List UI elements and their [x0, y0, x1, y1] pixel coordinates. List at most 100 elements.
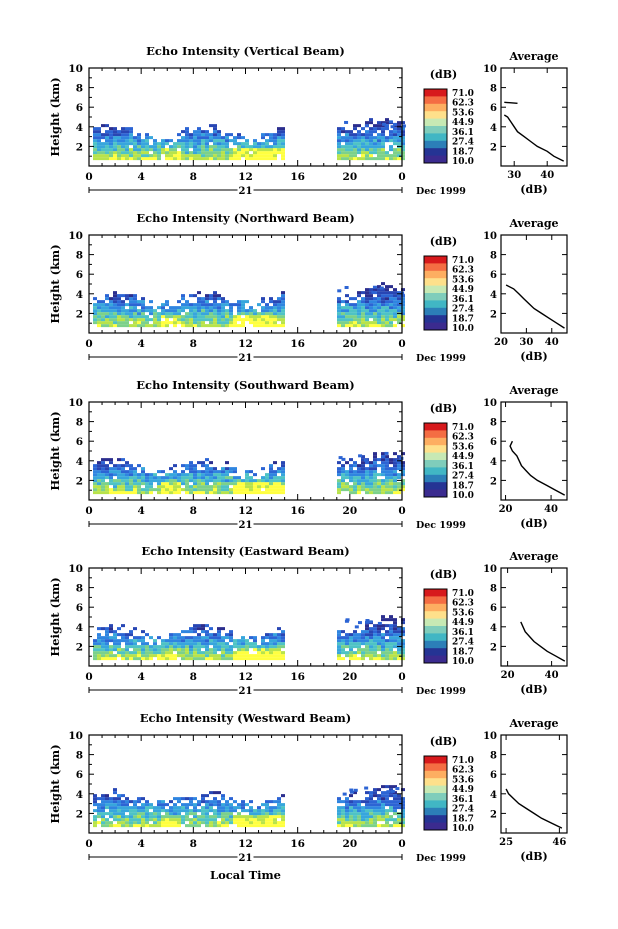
heat-cell	[137, 818, 141, 822]
heat-cell	[397, 297, 401, 301]
heat-cell	[153, 324, 157, 328]
heat-cell	[193, 818, 197, 822]
heat-cell	[245, 642, 249, 646]
heat-cell	[277, 133, 281, 137]
heat-cell	[381, 148, 385, 152]
heat-cell	[269, 133, 273, 137]
heat-cell	[381, 645, 385, 649]
colorbar-label: 36.1	[452, 628, 474, 638]
x-tick-label: 20	[343, 838, 358, 850]
heat-cell	[137, 145, 141, 149]
y-tick-label: 2	[76, 808, 83, 820]
heat-cell	[261, 645, 265, 649]
date-day: 21	[239, 520, 253, 531]
heat-cell	[397, 121, 401, 125]
heat-cell	[249, 800, 253, 804]
heat-cell	[393, 618, 397, 622]
heat-cell	[337, 821, 341, 825]
heat-cell	[109, 157, 113, 161]
heat-cell	[133, 145, 137, 149]
heat-cell	[257, 806, 261, 810]
heat-cell	[173, 151, 177, 155]
heat-cell	[253, 639, 257, 643]
heat-cell	[93, 312, 97, 316]
heat-cell	[181, 145, 185, 149]
heat-cell	[257, 315, 261, 319]
heat-cell	[345, 315, 349, 319]
heat-cell	[401, 142, 405, 146]
heat-cell	[201, 821, 205, 825]
heat-cell	[353, 157, 357, 161]
heat-cell	[357, 621, 362, 625]
heat-cell	[129, 485, 133, 489]
heat-cell	[377, 458, 381, 462]
heat-cell	[269, 467, 273, 471]
y-tick-label: 6	[76, 436, 83, 448]
heat-cell	[169, 154, 173, 158]
heat-cell	[249, 657, 253, 661]
heat-cell	[193, 318, 197, 322]
heat-cell	[97, 464, 101, 468]
heat-cell	[365, 648, 369, 652]
colorbar-label: 36.1	[452, 462, 474, 472]
heat-cell	[225, 482, 229, 486]
heat-cell	[369, 476, 373, 480]
heat-cell	[225, 473, 229, 477]
heat-cell	[261, 315, 265, 319]
heat-cell	[401, 621, 405, 625]
colorbar-band	[424, 815, 447, 824]
heat-cell	[177, 157, 181, 161]
heat-cell	[209, 303, 213, 307]
heat-cell	[353, 148, 357, 152]
heat-cell	[345, 157, 349, 161]
heat-cell	[205, 306, 209, 310]
heat-cell	[121, 133, 125, 137]
heat-cell	[349, 312, 353, 316]
heat-cell	[233, 818, 237, 822]
heat-cell	[393, 630, 397, 634]
heat-cell	[365, 461, 369, 465]
heat-cell	[121, 145, 125, 149]
heat-cell	[125, 464, 129, 468]
y-tick-label: 2	[76, 308, 83, 320]
colorbar-band	[424, 285, 447, 294]
heat-cell	[153, 154, 157, 158]
heat-cell	[201, 136, 205, 140]
heat-cell	[209, 139, 213, 143]
heat-cell	[381, 633, 385, 637]
heat-cell	[217, 157, 221, 161]
heat-cell	[237, 318, 241, 322]
colorbar-label: 10.0	[452, 157, 474, 167]
heat-cell	[401, 151, 405, 155]
heat-cell	[349, 657, 353, 661]
heat-cell	[341, 485, 345, 489]
heat-cell	[369, 809, 373, 813]
heat-cell	[237, 654, 241, 658]
heat-cell	[173, 818, 177, 822]
heat-cell	[197, 645, 201, 649]
heat-cell	[261, 818, 265, 822]
heat-cell	[125, 315, 129, 319]
heat-cell	[389, 133, 393, 137]
heat-cell	[389, 315, 393, 319]
heat-cell	[173, 312, 177, 316]
colorbar-label: 44.9	[452, 452, 474, 462]
heat-cell	[237, 639, 241, 643]
heat-cell	[97, 806, 101, 810]
x-tick-label: 8	[190, 171, 197, 183]
heat-cell	[117, 639, 121, 643]
heat-cell	[225, 467, 229, 471]
heat-cell	[97, 803, 101, 807]
heat-cell	[365, 121, 369, 125]
heat-cell	[269, 151, 273, 155]
heat-cell	[269, 157, 273, 161]
heat-cell	[205, 154, 209, 158]
heat-cell	[389, 297, 393, 301]
heat-cell	[245, 491, 249, 495]
heat-cell	[349, 157, 353, 161]
heat-cell	[337, 642, 341, 646]
heat-cell	[349, 315, 353, 319]
heat-cell	[137, 154, 141, 158]
colorbar-label: 62.3	[452, 99, 474, 109]
heat-cell	[105, 130, 109, 134]
